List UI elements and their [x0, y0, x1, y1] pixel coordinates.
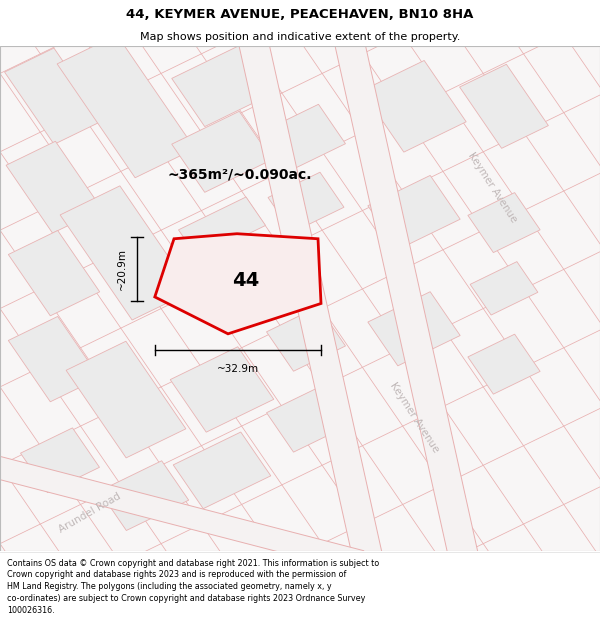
Polygon shape [368, 292, 460, 366]
Text: ~365m²/~0.090ac.: ~365m²/~0.090ac. [168, 168, 312, 181]
Polygon shape [468, 334, 540, 394]
Polygon shape [172, 111, 272, 192]
Polygon shape [100, 461, 188, 531]
Text: Arundel Road: Arundel Road [57, 491, 123, 535]
Polygon shape [460, 64, 548, 148]
Polygon shape [333, 33, 483, 579]
Text: 44: 44 [232, 271, 260, 290]
Text: Contains OS data © Crown copyright and database right 2021. This information is : Contains OS data © Crown copyright and d… [7, 559, 379, 615]
Text: Keymer Avenue: Keymer Avenue [466, 150, 518, 224]
Polygon shape [368, 176, 460, 249]
Polygon shape [468, 192, 540, 253]
Polygon shape [8, 231, 100, 316]
Polygon shape [237, 33, 387, 579]
Polygon shape [0, 449, 364, 572]
Polygon shape [173, 432, 271, 509]
Text: ~32.9m: ~32.9m [217, 364, 259, 374]
Polygon shape [20, 428, 100, 493]
Polygon shape [170, 347, 274, 432]
Polygon shape [362, 61, 466, 152]
Polygon shape [266, 104, 346, 169]
Polygon shape [57, 35, 195, 178]
Text: Map shows position and indicative extent of the property.: Map shows position and indicative extent… [140, 32, 460, 42]
Polygon shape [266, 388, 346, 452]
Polygon shape [60, 186, 192, 320]
Polygon shape [66, 341, 186, 458]
Polygon shape [5, 48, 103, 144]
Text: ~20.9m: ~20.9m [117, 248, 127, 290]
Polygon shape [470, 262, 538, 315]
Polygon shape [266, 306, 346, 371]
Polygon shape [178, 197, 266, 258]
Text: 44, KEYMER AVENUE, PEACEHAVEN, BN10 8HA: 44, KEYMER AVENUE, PEACEHAVEN, BN10 8HA [127, 8, 473, 21]
Polygon shape [172, 46, 272, 127]
Polygon shape [268, 173, 344, 232]
Polygon shape [6, 141, 102, 233]
Text: Keymer Avenue: Keymer Avenue [388, 381, 440, 454]
Polygon shape [8, 316, 100, 402]
Polygon shape [155, 234, 321, 334]
